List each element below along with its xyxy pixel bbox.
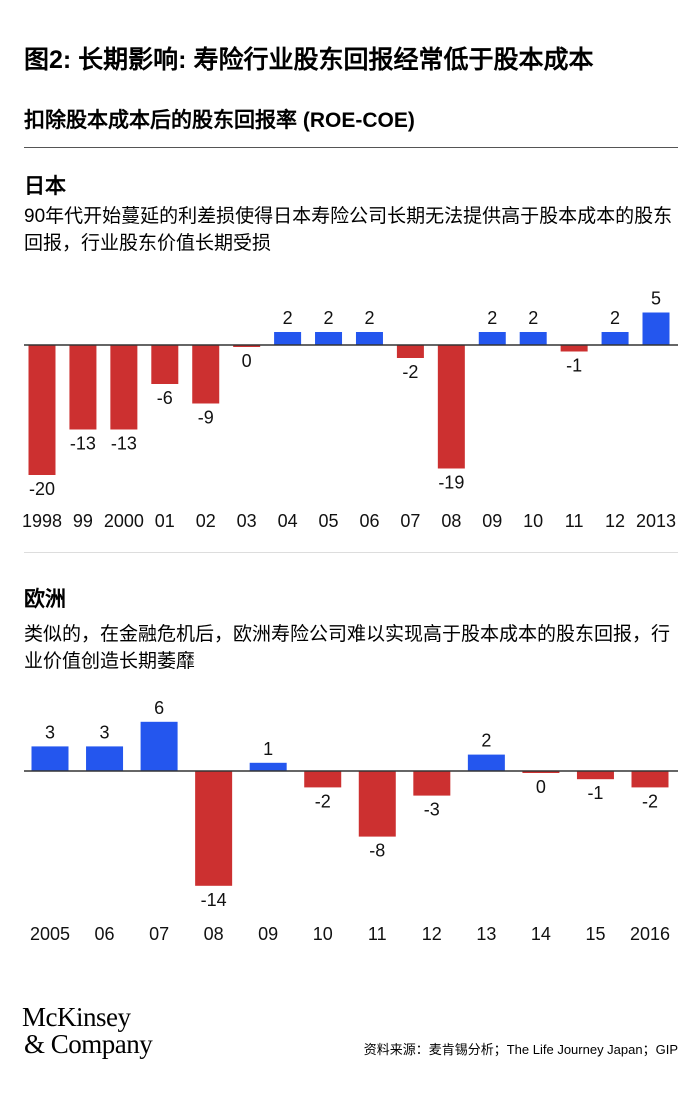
bar-11	[560, 345, 588, 352]
bar-03	[233, 345, 261, 347]
bar-2013	[642, 312, 670, 345]
bar-08	[437, 345, 465, 469]
japan-heading: 日本	[24, 175, 66, 198]
data-label: -1	[587, 783, 603, 803]
data-label: -9	[198, 408, 214, 428]
mckinsey-logo: McKinsey & Company	[22, 1002, 153, 1059]
bar-12	[601, 332, 629, 345]
europe-heading: 欧洲	[24, 588, 66, 611]
data-label: -6	[157, 388, 173, 408]
data-label: 1	[263, 739, 273, 759]
japan-description: 90年代开始蔓延的利差损使得日本寿险公司长期无法提供高于股本成本的股东回报，行业…	[24, 206, 673, 254]
europe-description: 类似的，在金融危机后，欧洲寿险公司难以实现高于股本成本的股东回报，行业价值创造长…	[24, 624, 671, 672]
x-tick-label: 04	[278, 511, 298, 531]
data-label: 3	[100, 722, 110, 742]
x-tick-label: 08	[441, 511, 461, 531]
data-label: -13	[111, 434, 137, 454]
x-tick-label: 09	[258, 924, 278, 944]
x-tick-label: 06	[95, 924, 115, 944]
bar-05	[315, 332, 343, 345]
bar-02	[192, 345, 220, 404]
bar-99	[69, 345, 97, 430]
data-label: 2	[481, 731, 491, 751]
bar-2005	[31, 746, 69, 771]
bar-10	[519, 332, 547, 345]
bar-06	[355, 332, 383, 345]
x-tick-label: 99	[73, 511, 93, 531]
bar-15	[576, 771, 614, 780]
x-tick-label: 07	[149, 924, 169, 944]
x-tick-label: 14	[531, 924, 551, 944]
bar-01	[151, 345, 179, 384]
bar-2016	[631, 771, 669, 788]
data-label: -13	[70, 434, 96, 454]
data-label: -3	[424, 800, 440, 820]
data-label: -1	[566, 356, 582, 376]
x-tick-label: 08	[204, 924, 224, 944]
data-label: -2	[315, 791, 331, 811]
x-tick-label: 10	[523, 511, 543, 531]
x-tick-label: 02	[196, 511, 216, 531]
bar-09	[478, 332, 506, 345]
data-label: 5	[651, 289, 661, 309]
bar-12	[413, 771, 451, 796]
divider	[24, 552, 678, 553]
x-tick-label: 2005	[30, 924, 70, 944]
x-tick-label: 03	[237, 511, 257, 531]
x-tick-label: 05	[319, 511, 339, 531]
data-label: 2	[487, 308, 497, 328]
figure-title: 图2: 长期影响: 寿险行业股东回报经常低于股本成本	[24, 46, 594, 74]
data-label: -14	[201, 890, 227, 910]
x-tick-label: 1998	[22, 511, 62, 531]
bar-1998	[28, 345, 56, 475]
bar-14	[522, 771, 560, 773]
bar-10	[304, 771, 342, 788]
bar-13	[467, 754, 505, 771]
japan-chart: -20 1998 -13 99 -13 2000 -6 01 -9 02 0 03 2 04 2 05 2 06 -…	[22, 289, 678, 531]
bar-09	[249, 762, 287, 771]
data-label: 2	[364, 308, 374, 328]
x-tick-label: 15	[585, 924, 605, 944]
bar-2000	[110, 345, 138, 430]
bar-08	[195, 771, 233, 886]
bar-11	[358, 771, 396, 837]
data-label: 2	[283, 308, 293, 328]
figure-subtitle: 扣除股本成本后的股东回报率 (ROE-COE)	[24, 109, 415, 132]
data-label: 6	[154, 700, 164, 718]
data-label: 0	[242, 351, 252, 371]
data-label: 3	[45, 722, 55, 742]
x-tick-label: 09	[482, 511, 502, 531]
x-tick-label: 07	[400, 511, 420, 531]
bar-07	[396, 345, 424, 358]
data-label: 2	[324, 308, 334, 328]
logo-line-1: McKinsey	[22, 1002, 131, 1032]
data-label: 2	[528, 308, 538, 328]
europe-chart: 3 2005 3 06 6 07 -14 08 1 09 -2 10 -8 11 -3 12 2 13 0 14 -1 1…	[24, 700, 678, 944]
bar-06	[86, 746, 124, 771]
bar-07	[140, 721, 178, 771]
x-tick-label: 06	[359, 511, 379, 531]
x-tick-label: 12	[605, 511, 625, 531]
x-tick-label: 11	[565, 511, 584, 531]
x-tick-label: 01	[155, 511, 175, 531]
data-label: -2	[402, 362, 418, 382]
x-tick-label: 13	[476, 924, 496, 944]
x-tick-label: 2013	[636, 511, 676, 531]
data-label: -20	[29, 479, 55, 499]
x-tick-label: 2016	[630, 924, 670, 944]
x-tick-label: 2000	[104, 511, 144, 531]
logo-line-2: & Company	[24, 1029, 153, 1059]
data-label: 2	[610, 308, 620, 328]
data-label: -19	[438, 473, 464, 493]
source-note: 资料来源：麦肯锡分析；The Life Journey Japan；GIP	[363, 1042, 678, 1057]
x-tick-label: 10	[313, 924, 333, 944]
bar-04	[274, 332, 302, 345]
divider	[24, 147, 678, 148]
data-label: 0	[536, 777, 546, 797]
data-label: -2	[642, 791, 658, 811]
x-tick-label: 12	[422, 924, 442, 944]
x-tick-label: 11	[368, 924, 387, 944]
data-label: -8	[369, 841, 385, 861]
